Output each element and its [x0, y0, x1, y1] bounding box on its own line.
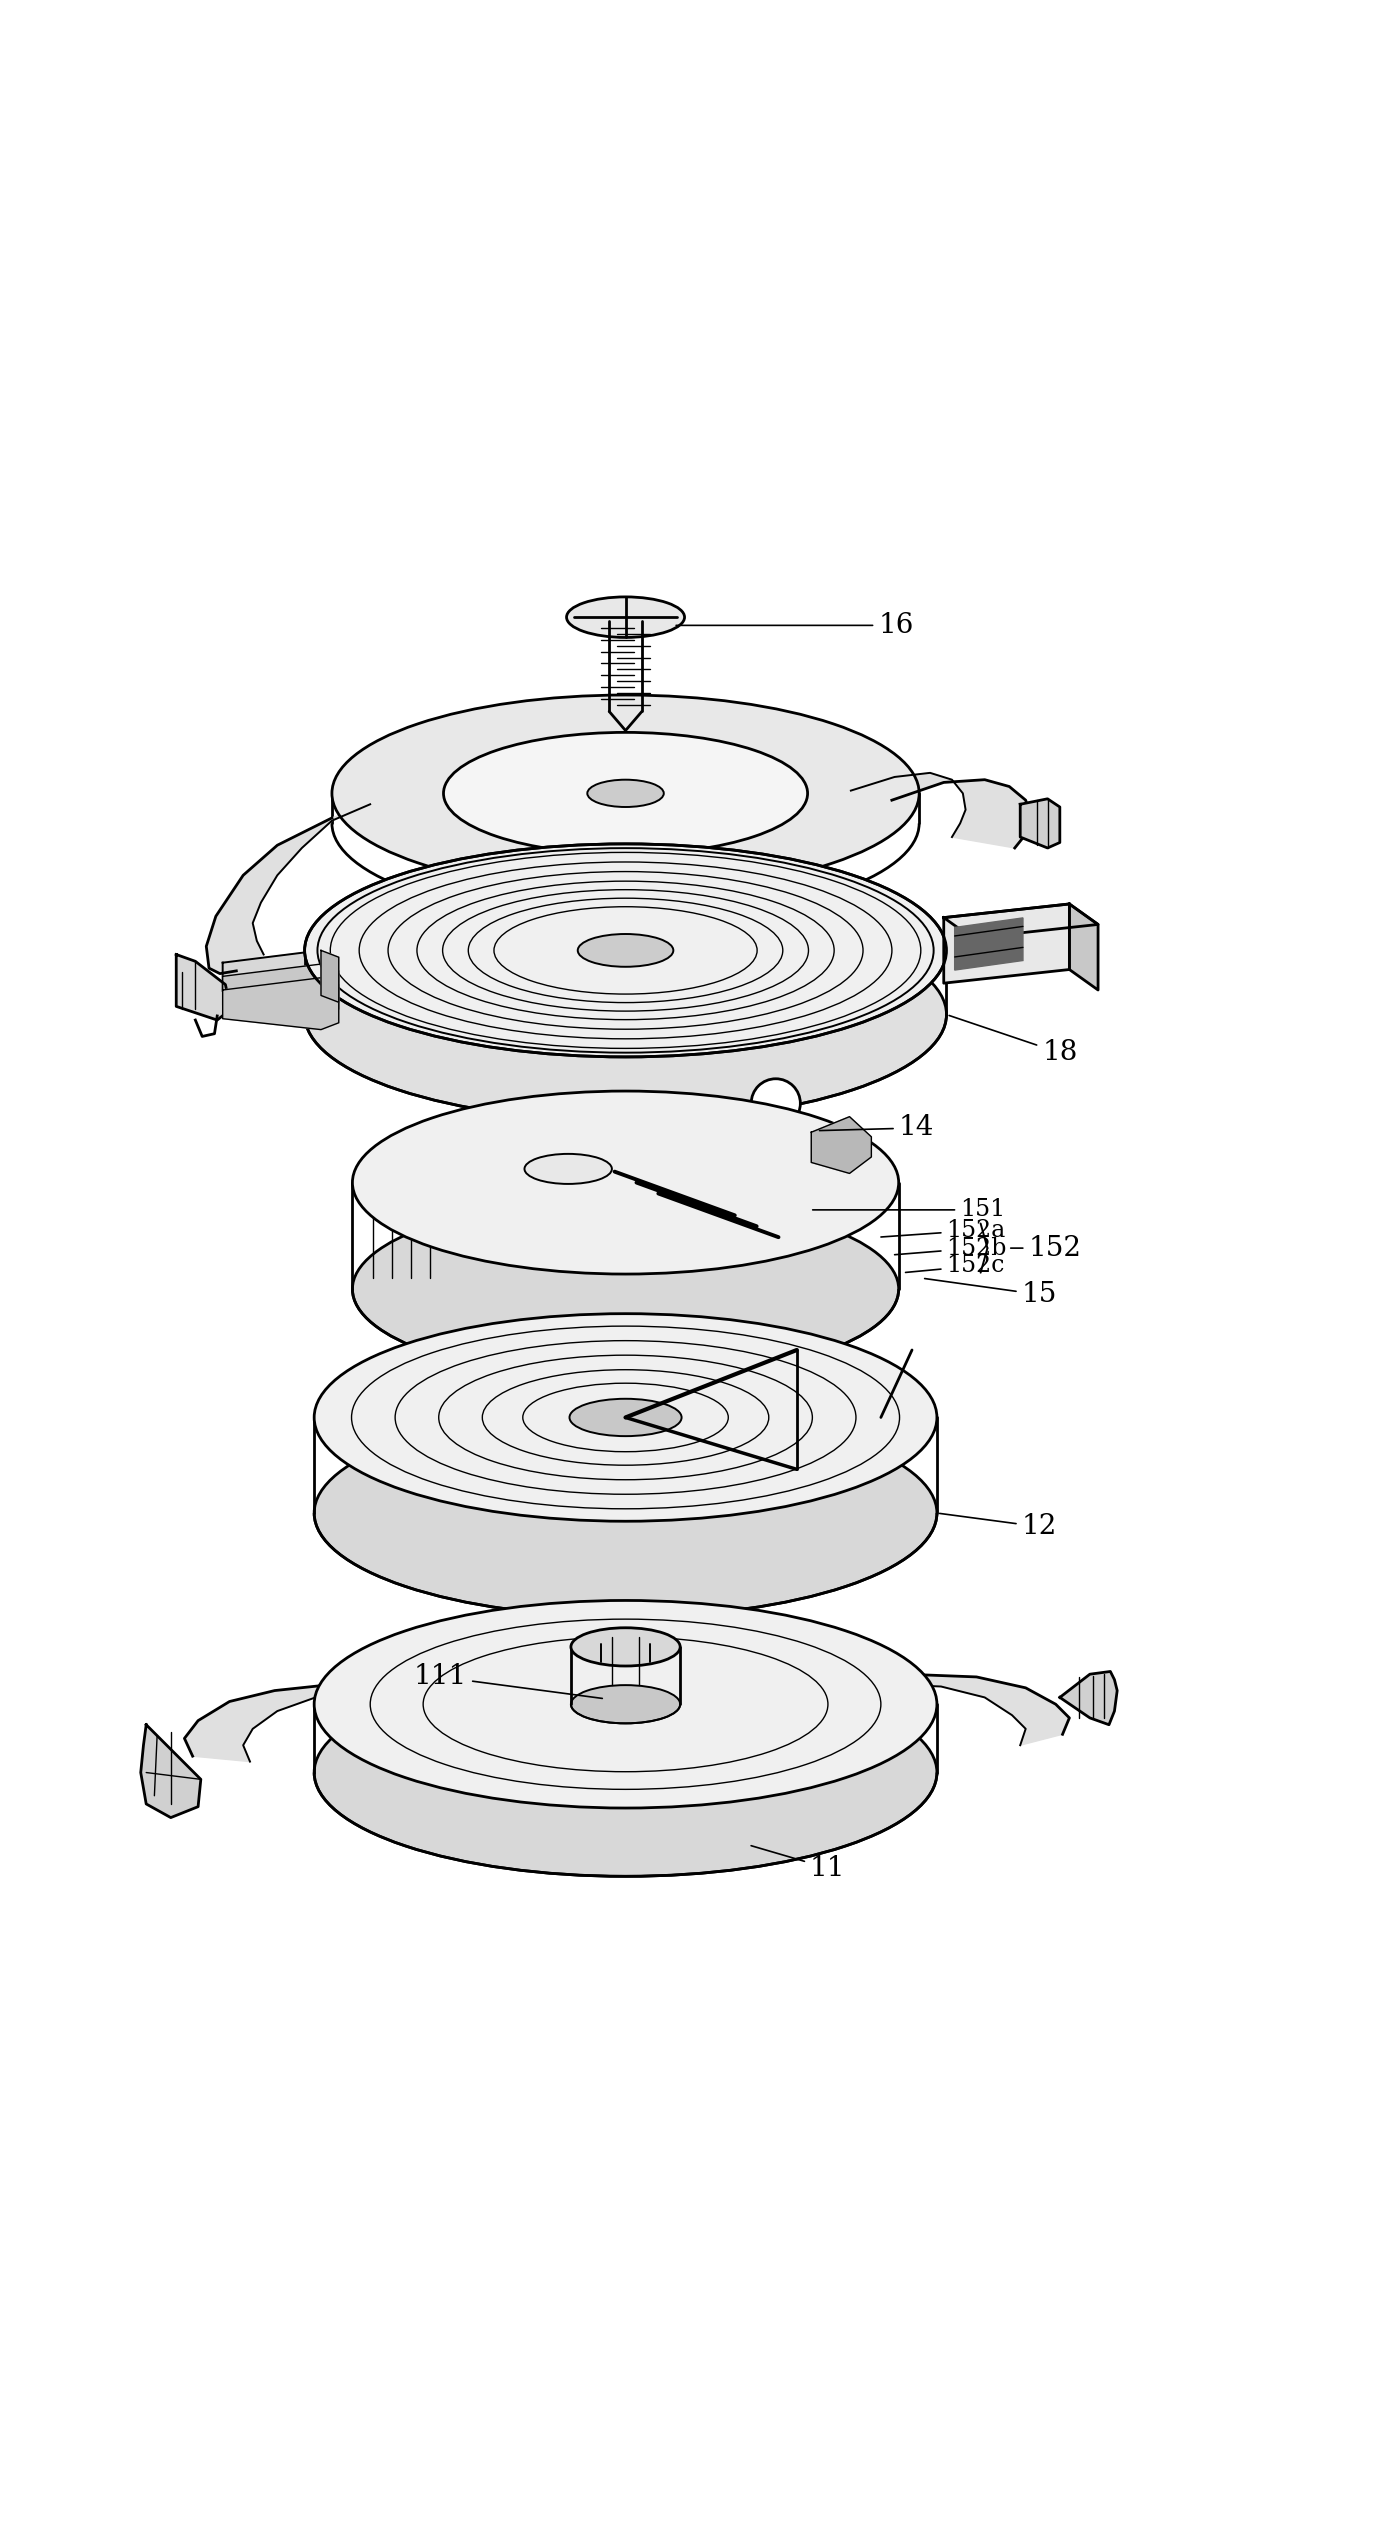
Ellipse shape	[305, 845, 947, 1057]
Polygon shape	[223, 964, 339, 1017]
Ellipse shape	[569, 1399, 682, 1436]
Polygon shape	[944, 903, 1098, 938]
Ellipse shape	[315, 1313, 937, 1522]
Ellipse shape	[572, 1684, 680, 1722]
Polygon shape	[1069, 903, 1098, 989]
Ellipse shape	[333, 695, 919, 893]
Text: 18: 18	[949, 1017, 1077, 1067]
Text: 111: 111	[414, 1664, 602, 1699]
Polygon shape	[322, 951, 339, 1001]
Text: 152: 152	[1011, 1234, 1081, 1262]
Ellipse shape	[566, 597, 684, 637]
Ellipse shape	[525, 1153, 611, 1184]
Ellipse shape	[444, 733, 808, 855]
Polygon shape	[811, 1118, 871, 1173]
Ellipse shape	[752, 1080, 800, 1128]
Ellipse shape	[315, 1601, 937, 1808]
Text: 11: 11	[752, 1846, 845, 1882]
Text: 152b: 152b	[894, 1237, 1007, 1259]
Polygon shape	[140, 1725, 201, 1818]
Polygon shape	[223, 951, 339, 1001]
Text: 152c: 152c	[905, 1254, 1004, 1277]
Polygon shape	[1021, 799, 1059, 847]
Polygon shape	[176, 953, 231, 1019]
Ellipse shape	[352, 1199, 899, 1381]
Polygon shape	[206, 804, 370, 974]
Ellipse shape	[352, 1090, 899, 1275]
Polygon shape	[184, 1684, 441, 1763]
Text: 14: 14	[819, 1115, 934, 1141]
Text: 152a: 152a	[881, 1219, 1006, 1242]
Polygon shape	[223, 979, 339, 1029]
Ellipse shape	[315, 1409, 937, 1616]
Text: 16: 16	[676, 612, 914, 640]
Polygon shape	[851, 774, 1030, 847]
Text: 12: 12	[940, 1512, 1057, 1540]
Polygon shape	[944, 903, 1069, 984]
Text: 15: 15	[925, 1280, 1057, 1307]
Ellipse shape	[577, 933, 673, 966]
Text: 151: 151	[812, 1199, 1006, 1222]
Ellipse shape	[305, 908, 947, 1120]
Ellipse shape	[587, 779, 664, 807]
Polygon shape	[809, 1674, 1069, 1745]
Polygon shape	[1059, 1672, 1117, 1725]
Polygon shape	[955, 918, 1024, 971]
Ellipse shape	[315, 1669, 937, 1877]
Ellipse shape	[572, 1629, 680, 1667]
